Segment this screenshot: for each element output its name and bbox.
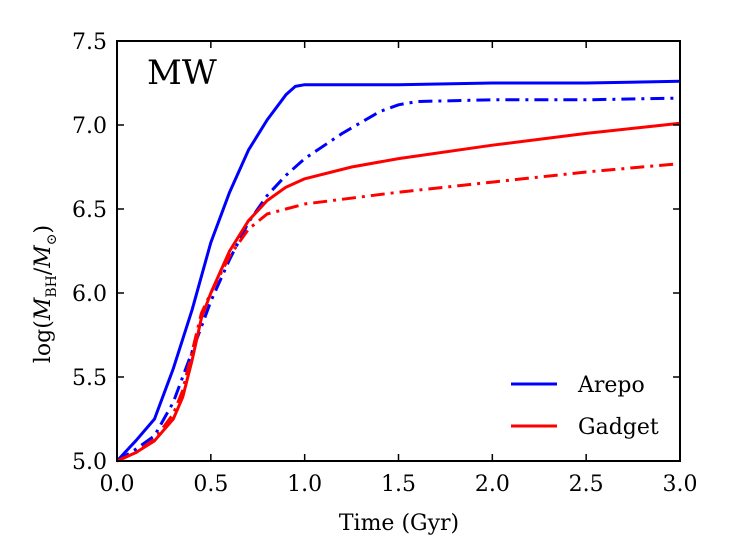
y-tick-label: 6.0 — [72, 282, 107, 307]
series-lines — [115, 79, 681, 463]
x-axis-label: Time (Gyr) — [339, 511, 459, 536]
y-tick-label: 7.0 — [72, 114, 107, 139]
y-tick-label: 7.5 — [72, 30, 107, 55]
series-line-2 — [116, 121, 681, 463]
series-line-3 — [116, 162, 681, 463]
x-tick-label: 1.0 — [287, 472, 322, 497]
x-tick-label: 0.0 — [100, 472, 135, 497]
x-tick-label: 0.5 — [193, 472, 228, 497]
y-tick-label: 5.0 — [72, 450, 107, 475]
y-axis-label: log(MBH/M⊙) — [31, 225, 60, 363]
legend: Arepo Gadget — [511, 373, 659, 440]
x-tick-label: 1.5 — [381, 472, 416, 497]
plot-frame — [116, 40, 681, 462]
series-line-1 — [116, 96, 681, 463]
legend-label-arepo: Arepo — [577, 373, 645, 398]
panel-label: MW — [147, 53, 217, 93]
x-tick-label: 3.0 — [663, 472, 698, 497]
y-tick-label: 6.5 — [72, 198, 107, 223]
legend-label-gadget: Gadget — [578, 415, 659, 440]
x-tick-label: 2.0 — [475, 472, 510, 497]
x-tick-label: 2.5 — [569, 472, 604, 497]
series-line-0 — [115, 79, 681, 463]
tick-labels: 0.0 0.5 1.0 1.5 2.0 2.5 3.0 5.0 5.5 6.0 6.5 7.0 7.5 — [72, 30, 698, 497]
y-tick-label: 5.5 — [72, 366, 107, 391]
